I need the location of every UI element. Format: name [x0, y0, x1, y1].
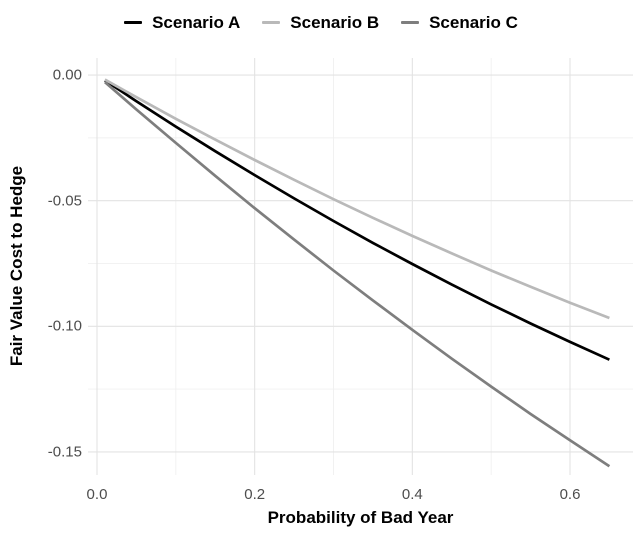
legend-item-scenario-a[interactable]: Scenario A	[124, 14, 240, 31]
y-tick-label: -0.15	[47, 443, 82, 461]
legend-key-line-a	[124, 20, 143, 25]
legend-key-line-b	[262, 20, 281, 25]
y-tick-label: 0.00	[52, 66, 82, 84]
legend-key-line-c	[401, 20, 420, 25]
legend: Scenario A Scenario B Scenario C	[0, 14, 642, 31]
legend-label: Scenario A	[152, 13, 241, 32]
series-line-scenario-a	[104, 79, 610, 361]
series-line-scenario-c	[104, 81, 611, 468]
x-tick-label: 0.6	[559, 486, 581, 503]
x-tick-label: 0.2	[244, 486, 266, 503]
y-tick-label: -0.10	[47, 317, 82, 335]
legend-item-scenario-c[interactable]: Scenario C	[401, 14, 518, 31]
x-tick-label: 0.0	[86, 486, 108, 503]
series-line-scenario-b	[104, 78, 610, 320]
legend-item-scenario-b[interactable]: Scenario B	[262, 14, 379, 31]
y-axis-title: Fair Value Cost to Hedge	[7, 165, 26, 367]
x-tick-label: 0.4	[401, 486, 423, 503]
x-axis-title: Probability of Bad Year	[267, 508, 454, 527]
legend-label: Scenario B	[290, 13, 380, 32]
legend-label: Scenario C	[429, 13, 518, 32]
y-tick-label: -0.05	[47, 192, 82, 210]
